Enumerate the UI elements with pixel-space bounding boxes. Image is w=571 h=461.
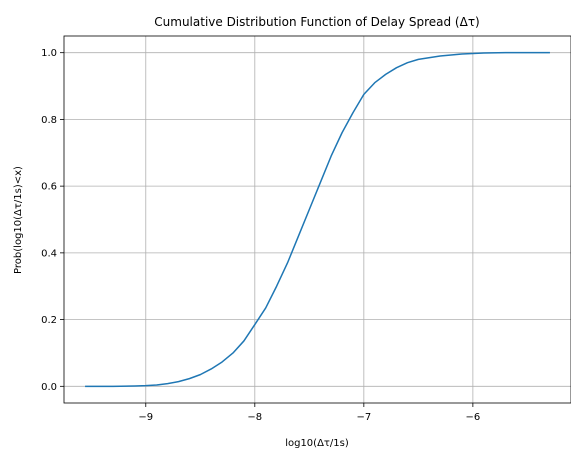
y-tick-label: 0.4 bbox=[41, 248, 57, 259]
y-tick-label: 0.0 bbox=[41, 382, 57, 393]
x-tick-label: −6 bbox=[465, 412, 480, 423]
chart-title: Cumulative Distribution Function of Dela… bbox=[154, 15, 479, 29]
x-tick-label: −8 bbox=[247, 412, 262, 423]
y-tick-label: 1.0 bbox=[41, 48, 57, 59]
y-tick-label: 0.2 bbox=[41, 315, 57, 326]
y-axis-label: Prob(log10(Δτ/1s)<x) bbox=[13, 166, 24, 274]
y-tick-label: 0.8 bbox=[41, 115, 57, 126]
x-tick-label: −9 bbox=[138, 412, 153, 423]
x-tick-label: −7 bbox=[356, 412, 371, 423]
x-axis-label: log10(Δτ/1s) bbox=[285, 438, 349, 449]
y-tick-label: 0.6 bbox=[41, 182, 57, 193]
